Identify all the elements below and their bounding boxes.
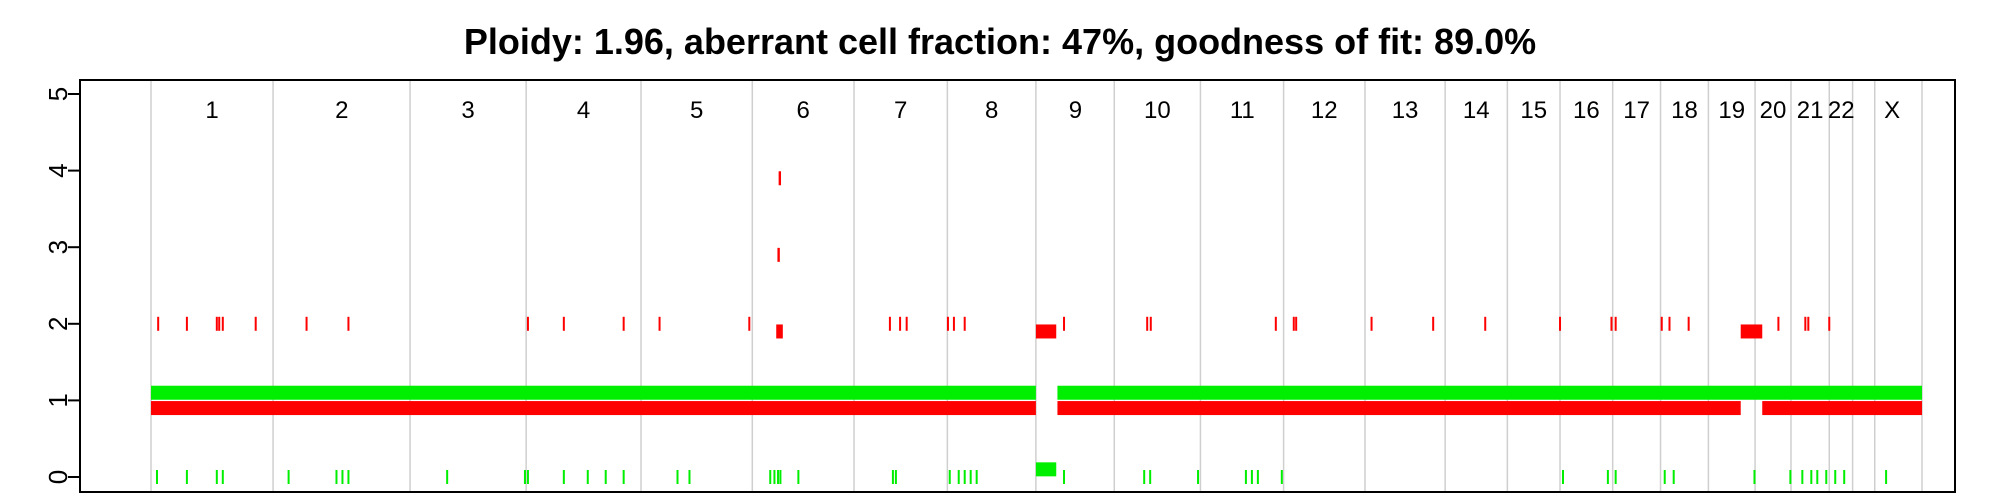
copy-number-segment [1762, 401, 1922, 416]
y-axis: 0 1 2 3 4 5 [43, 87, 81, 484]
chromosome-label: 13 [1392, 97, 1419, 124]
minor-allele-segment [1035, 462, 1057, 477]
chromosome-label: 8 [985, 97, 998, 124]
chromosome-label: 21 [1797, 97, 1824, 124]
chromosome-label: 11 [1230, 97, 1255, 124]
copy-number-segment [777, 247, 780, 262]
marker-layer [155, 316, 1888, 484]
chromosome-separators [150, 80, 1923, 492]
y-tick-label: 2 [43, 317, 73, 331]
chromosome-label: 20 [1760, 97, 1787, 124]
chromosome-label: 3 [461, 97, 474, 124]
y-tick-label: 4 [43, 163, 73, 177]
chromosome-label: 7 [894, 97, 907, 124]
chromosome-label: 15 [1520, 97, 1547, 124]
chromosome-label: 17 [1623, 97, 1650, 124]
copy-number-segment [151, 401, 1036, 416]
chromosome-label: 14 [1463, 97, 1490, 124]
chromosome-label: 10 [1144, 97, 1171, 124]
chromosome-label: 4 [577, 97, 590, 124]
chromosome-label: 19 [1718, 97, 1745, 124]
chromosome-label: 9 [1069, 97, 1082, 124]
y-tick-label: 3 [43, 240, 73, 254]
chromosome-label: 16 [1573, 97, 1600, 124]
chromosome-label: X [1884, 97, 1900, 124]
chromosome-labels: 1 2 3 4 5 6 7 8 9 10 11 12 13 14 15 16 17 18 19 20 21 22 X [205, 97, 1900, 124]
copy-number-segment [778, 171, 782, 186]
copy-number-segment [1740, 324, 1763, 339]
y-tick-label: 5 [43, 87, 73, 101]
copy-number-segment [1035, 324, 1057, 339]
chromosome-label: 2 [335, 97, 348, 124]
chromosome-label: 1 [205, 97, 218, 124]
copy-number-segment [776, 324, 783, 339]
segment-layer [151, 171, 1922, 477]
y-tick-label: 1 [43, 393, 73, 407]
chart-title: Ploidy: 1.96, aberrant cell fraction: 47… [464, 21, 1536, 62]
chromosome-label: 18 [1671, 97, 1698, 124]
minor-allele-segment [1057, 385, 1922, 400]
copy-number-segment [1057, 401, 1741, 416]
chromosome-label: 6 [796, 97, 809, 124]
plot-frame [79, 79, 1956, 493]
chromosome-label: 5 [690, 97, 703, 124]
chromosome-label: 12 [1311, 97, 1338, 124]
y-tick-label: 0 [43, 470, 73, 484]
chromosome-label: 22 [1828, 97, 1855, 124]
minor-allele-segment [151, 385, 1036, 400]
